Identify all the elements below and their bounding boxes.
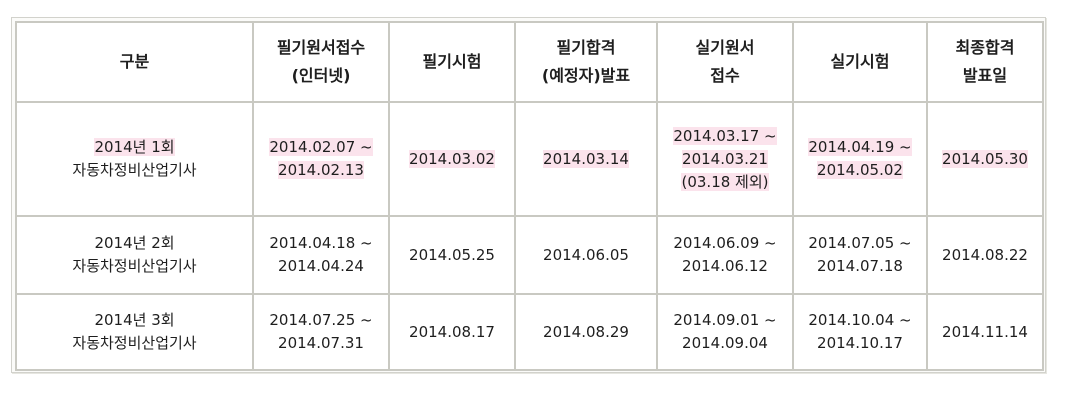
header-category: 구분 [15,21,254,103]
cell-practical-exam: 2014.10.04 ~ 2014.10.17 [792,293,928,371]
cell-category: 2014년 1회 자동차정비산업기사 [15,101,254,217]
header-practical-exam: 실기시험 [792,21,928,103]
schedule-panel: 구분 필기원서접수 (인터넷) 필기시험 필기합격 (예정자)발표 실기원서 접… [11,17,1046,373]
header-final-announcement: 최종합격 발표일 [926,21,1044,103]
exam-schedule-table: 구분 필기원서접수 (인터넷) 필기시험 필기합격 (예정자)발표 실기원서 접… [15,21,1044,371]
cell-practical-exam: 2014.07.05 ~ 2014.07.18 [792,215,928,295]
header-written-application: 필기원서접수 (인터넷) [252,21,390,103]
cell-practical-application: 2014.09.01 ~ 2014.09.04 [656,293,794,371]
table-row: 2014년 1회 자동차정비산업기사 2014.02.07 ~ 2014.02.… [15,101,1044,217]
cell-written-exam: 2014.05.25 [388,215,516,295]
cell-written-application: 2014.04.18 ~ 2014.04.24 [252,215,390,295]
cell-written-pass-announcement: 2014.08.29 [514,293,658,371]
header-practical-application: 실기원서 접수 [656,21,794,103]
cell-practical-application: 2014.03.17 ~ 2014.03.21 (03.18 제외) [656,101,794,217]
table-header-row: 구분 필기원서접수 (인터넷) 필기시험 필기합격 (예정자)발표 실기원서 접… [15,21,1044,103]
cell-written-application: 2014.02.07 ~ 2014.02.13 [252,101,390,217]
cell-category: 2014년 3회 자동차정비산업기사 [15,293,254,371]
cell-final-announcement: 2014.11.14 [926,293,1044,371]
header-written-pass-announcement: 필기합격 (예정자)발표 [514,21,658,103]
cell-final-announcement: 2014.05.30 [926,101,1044,217]
header-written-exam: 필기시험 [388,21,516,103]
cell-practical-exam: 2014.04.19 ~ 2014.05.02 [792,101,928,217]
cell-written-application: 2014.07.25 ~ 2014.07.31 [252,293,390,371]
table-row: 2014년 3회 자동차정비산업기사 2014.07.25 ~ 2014.07.… [15,293,1044,371]
table-row: 2014년 2회 자동차정비산업기사 2014.04.18 ~ 2014.04.… [15,215,1044,295]
cell-written-exam: 2014.03.02 [388,101,516,217]
cell-practical-application: 2014.06.09 ~ 2014.06.12 [656,215,794,295]
cell-written-pass-announcement: 2014.06.05 [514,215,658,295]
cell-written-pass-announcement: 2014.03.14 [514,101,658,217]
cell-final-announcement: 2014.08.22 [926,215,1044,295]
cell-written-exam: 2014.08.17 [388,293,516,371]
cell-category: 2014년 2회 자동차정비산업기사 [15,215,254,295]
